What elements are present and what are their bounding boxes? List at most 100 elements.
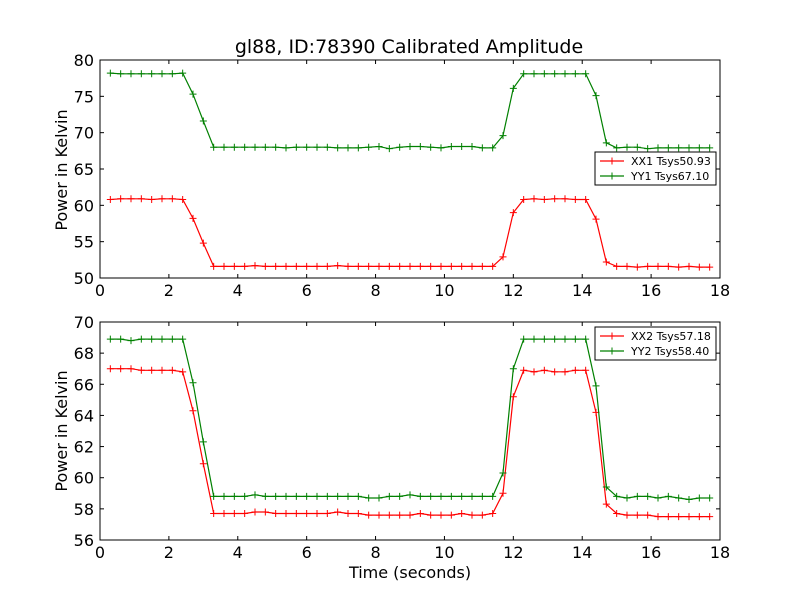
bottom-series-2-point: [644, 492, 652, 500]
top-series-2-point: [561, 70, 569, 78]
top-legend-box: [594, 151, 717, 186]
top-series-2-point: [654, 144, 662, 152]
bottom-series-2-point: [592, 382, 600, 390]
bottom-x-tick-label: 0: [95, 543, 105, 562]
top-series-1-point: [654, 262, 662, 270]
top-series-2-point: [137, 70, 145, 78]
bottom-x-tick-label: 10: [434, 543, 454, 562]
top-legend-marker-2: [608, 172, 616, 180]
bottom-series-1-point: [602, 500, 610, 508]
bottom-plot-frame: [99, 321, 721, 541]
top-series-1-point: [241, 262, 249, 270]
top-series-1-point: [520, 196, 528, 204]
top-series-1-point: [675, 263, 683, 271]
bottom-series-1-point: [344, 510, 352, 518]
bottom-series-1-point: [468, 511, 476, 519]
bottom-x-tick-label: 18: [710, 543, 730, 562]
top-series-1-point: [323, 262, 331, 270]
bottom-series-1-point: [354, 510, 362, 518]
bottom-y-tick-label: 64: [74, 406, 94, 425]
bottom-legend-marker-2: [608, 347, 616, 355]
bottom-legend: XX2 Tsys57.18 YY2 Tsys58.40: [594, 326, 717, 361]
bottom-x-tick-label: 6: [302, 543, 312, 562]
top-plot: 0 2 4 6 8 10 12 14 16 18 50 55 60 65 70 75 80 XX1 Tsys50.…: [74, 51, 731, 300]
top-series-1-point: [158, 195, 166, 203]
bottom-series-2-point: [179, 335, 187, 343]
top-y-axis-label: Power in Kelvin: [52, 109, 71, 230]
top-series-1-point: [106, 196, 114, 204]
bottom-series-1-point: [654, 513, 662, 521]
bottom-series-1-point: [685, 513, 693, 521]
bottom-series-1-point: [437, 511, 445, 519]
top-series-2-point: [158, 70, 166, 78]
bottom-series-2-point: [168, 335, 176, 343]
bottom-series-1-point: [571, 366, 579, 374]
top-series-1-point: [313, 262, 321, 270]
bottom-series-1-point: [540, 366, 548, 374]
top-series-2-point: [458, 142, 466, 150]
top-series-2-point: [189, 90, 197, 98]
bottom-series-1-point: [210, 510, 218, 518]
top-x-tick-label: 2: [164, 281, 174, 300]
top-series-1-point: [644, 262, 652, 270]
top-series-1-point: [706, 263, 714, 271]
bottom-series-1-point: [623, 511, 631, 519]
top-series-1-point: [210, 262, 218, 270]
bottom-series-2-point: [220, 492, 228, 500]
bottom-series-1-point: [168, 366, 176, 374]
top-series-2-point: [530, 70, 538, 78]
top-series-1-point: [375, 262, 383, 270]
top-series-1-point: [551, 195, 559, 203]
bottom-series-1-point: [272, 510, 280, 518]
bottom-series-2-point: [261, 492, 269, 500]
top-series-1-point: [117, 195, 125, 203]
top-series-2-point: [344, 144, 352, 152]
bottom-y-tick-label: 62: [74, 438, 94, 457]
top-y-tick-label: 55: [74, 233, 94, 252]
top-series-2-point: [210, 143, 218, 151]
top-series-2-point: [261, 143, 269, 151]
top-series-1-point: [416, 262, 424, 270]
top-series-2-point: [427, 143, 435, 151]
top-y-tick-label: 70: [74, 124, 94, 143]
top-series-2-point: [571, 70, 579, 78]
top-series-2-point: [644, 145, 652, 153]
top-series-2-point: [695, 144, 703, 152]
top-y-tick-label: 60: [74, 196, 94, 215]
bottom-series-2-point: [272, 492, 280, 500]
top-series-2-point: [613, 144, 621, 152]
top-series-2-point: [251, 143, 259, 151]
bottom-x-tick-label: 2: [164, 543, 174, 562]
top-series-2-point: [633, 143, 641, 151]
top-series-1-point: [468, 262, 476, 270]
top-series-1-point: [447, 262, 455, 270]
top-series-2-point: [602, 139, 610, 147]
top-legend-marker-1: [608, 157, 616, 165]
bottom-series-2-point: [623, 494, 631, 502]
top-series-2-point: [303, 143, 311, 151]
top-series-2-point: [292, 143, 300, 151]
bottom-series-1-point: [675, 513, 683, 521]
top-series-1-point: [179, 196, 187, 204]
bottom-series-2-point: [685, 496, 693, 504]
bottom-x-tick-label: 12: [503, 543, 523, 562]
top-series-2-point: [241, 143, 249, 151]
bottom-series-1-point: [313, 510, 321, 518]
top-x-tick-label: 14: [572, 281, 592, 300]
top-series-2-point: [489, 144, 497, 152]
bottom-series-2-point: [344, 492, 352, 500]
bottom-series-2-point: [303, 492, 311, 500]
bottom-series-2-point: [323, 492, 331, 500]
bottom-series-2-point: [530, 335, 538, 343]
top-series-1-point: [137, 195, 145, 203]
top-series-2-point: [106, 69, 114, 77]
bottom-series-1-point: [416, 510, 424, 518]
bottom-series-2-point: [251, 491, 259, 499]
bottom-series-1-point: [695, 513, 703, 521]
top-series-2-point: [168, 70, 176, 78]
bottom-series-1-point: [106, 365, 114, 373]
bottom-series-2-point: [292, 492, 300, 500]
bottom-y-tick-label: 60: [74, 469, 94, 488]
top-series-2-point: [592, 92, 600, 100]
